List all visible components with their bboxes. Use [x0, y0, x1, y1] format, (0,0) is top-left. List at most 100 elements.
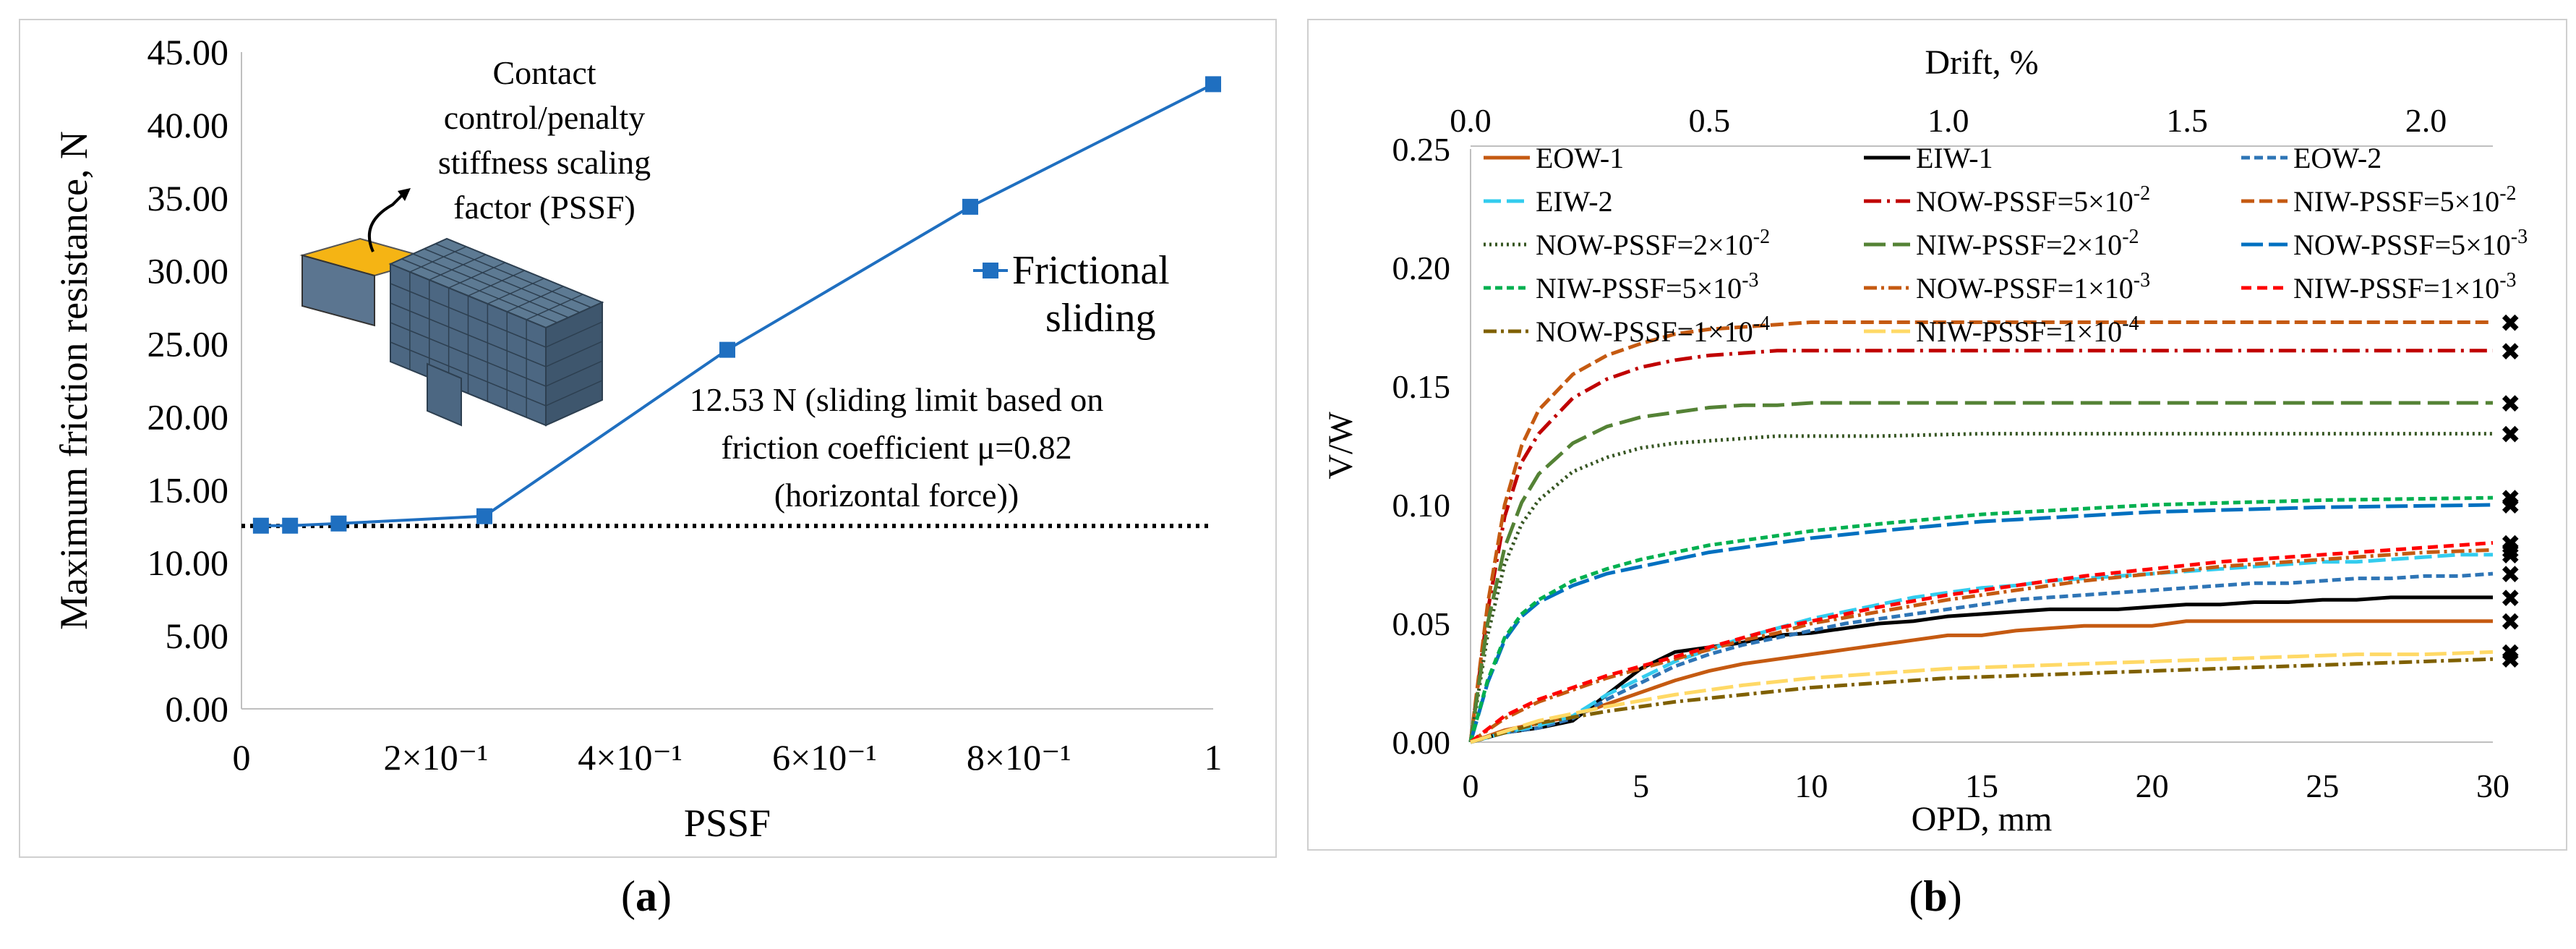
x2-axis-title: Drift, %: [1925, 43, 2038, 82]
legend-label: NOW-PSSF=5×10-2: [1916, 182, 2150, 218]
mesh-line: [545, 341, 603, 367]
legend-label-base: NOW-PSSF=1×10: [1916, 272, 2134, 305]
y-tick-label: 5.00: [166, 616, 229, 656]
legend-label: NIW-PSSF=5×10-3: [1536, 269, 1759, 305]
panel-b: 0.00 0.05 0.10 0.15 0.20 0.25 0 5 10 15 20 25 30 0.0 0…: [1307, 19, 2567, 851]
legend-label: NOW-PSSF=1×10-3: [1916, 269, 2150, 305]
x-tick-label: 10: [1794, 767, 1828, 804]
end-marker: ✖: [2500, 640, 2521, 667]
inset-block-illustration: [299, 237, 604, 427]
mesh-line: [409, 246, 467, 273]
inset-annotation-line: stiffness scaling: [438, 144, 651, 181]
legend-label: sliding: [1045, 296, 1155, 341]
x-tick-label: 30: [2476, 767, 2509, 804]
legend-label: EIW-2: [1536, 185, 1613, 218]
series-line: [1470, 595, 2493, 744]
chart-a: 0.00 5.00 10.00 15.00 20.00 25.00 30.00 35.00 40…: [52, 32, 1223, 845]
block-side-face: [545, 301, 603, 427]
legend-label-base: NIW-PSSF=1×10: [2293, 272, 2499, 305]
x-tick-label: 2×10⁻¹: [384, 737, 489, 778]
legend-label-base: NOW-PSSF=5×10: [1916, 185, 2134, 218]
legend-label: EIW-1: [1916, 142, 1993, 174]
end-marker: ✖: [2500, 531, 2521, 558]
series-line: [1468, 503, 2494, 743]
legend-label-exponent: -2: [1753, 226, 1770, 248]
series-line: [1470, 657, 2494, 744]
legend-label-exponent: -2: [2499, 182, 2516, 205]
y-axis-title: Maximum friction resistance, N: [52, 131, 95, 630]
end-marker: ✖: [2500, 543, 2521, 570]
caption-a: (a): [621, 872, 672, 920]
legend-label-base: EIW-2: [1536, 185, 1613, 218]
mesh-line: [487, 278, 544, 305]
series-line: [1468, 320, 2493, 743]
y-tick-label: 0.25: [1392, 131, 1451, 168]
x-tick-label: 4×10⁻¹: [578, 737, 682, 778]
legend-label-base: EIW-1: [1916, 142, 1993, 174]
x2-tick-label: 0.5: [1689, 102, 1731, 139]
annotation-arrow: [367, 192, 405, 252]
mesh-line: [401, 258, 557, 323]
legend-label: EOW-2: [2293, 142, 2382, 174]
sliding-limit-annotation-line: (horizontal force)): [774, 477, 1019, 514]
x-tick-label: 15: [1965, 767, 1998, 804]
legend-label: NOW-PSSF=5×10-3: [2293, 226, 2528, 261]
data-point: [282, 517, 299, 534]
legend-label-base: NOW-PSSF=1×10: [1536, 315, 1753, 348]
x-tick-label: 5: [1633, 767, 1649, 804]
legend-label-exponent: -4: [2122, 312, 2139, 335]
y-tick-label: 0.05: [1392, 605, 1451, 642]
y-tick-label: 0.10: [1392, 487, 1451, 524]
legend-label-base: NIW-PSSF=1×10: [1916, 315, 2122, 348]
inset-annotation-line: factor (PSSF): [453, 189, 636, 226]
x-tick-label: 0: [233, 737, 251, 778]
legend-label-base: NIW-PSSF=2×10: [1916, 229, 2122, 261]
y-tick-label: 30.00: [147, 251, 229, 291]
legend-label: Frictional: [1012, 248, 1170, 293]
data-point: [962, 198, 978, 215]
series-line: [1468, 401, 2493, 743]
x-tick-label: 6×10⁻¹: [772, 737, 877, 778]
legend-label: EOW-1: [1536, 142, 1624, 174]
legend-label-exponent: -4: [1753, 312, 1770, 335]
legend-label-base: EOW-1: [1536, 142, 1624, 174]
legend-label-base: NIW-PSSF=5×10: [1536, 272, 1742, 305]
mesh-line: [506, 286, 564, 312]
x-tick-label: 0: [1463, 767, 1479, 804]
data-point: [476, 508, 492, 524]
data-point: [719, 341, 735, 358]
inset-annotation-line: Contact: [492, 54, 596, 91]
mesh-line: [468, 270, 525, 297]
mesh-line: [545, 380, 603, 407]
mesh-line: [390, 341, 547, 407]
block-leg: [427, 362, 462, 427]
series-line: [1469, 548, 2494, 744]
y-tick-label: 25.00: [147, 324, 229, 365]
y-tick-label: 45.00: [147, 32, 229, 72]
data-point: [252, 517, 269, 534]
legend-label-exponent: -2: [2122, 226, 2139, 248]
legend-label: NIW-PSSF=1×10-4: [1916, 312, 2139, 348]
mesh-line: [545, 360, 603, 387]
legend-label-base: NOW-PSSF=5×10: [2293, 229, 2511, 261]
legend-marker: [983, 263, 998, 278]
series-line: [1468, 432, 2493, 743]
data-point: [330, 515, 347, 532]
x-axis-title: OPD, mm: [1912, 800, 2053, 838]
series-line: [1470, 571, 2494, 744]
end-marker: ✖: [2500, 586, 2521, 613]
end-marker: ✖: [2500, 610, 2521, 637]
end-marker: ✖: [2500, 538, 2521, 565]
mesh-line: [545, 321, 603, 348]
y-tick-label: 20.00: [147, 396, 229, 437]
legend-label-exponent: -3: [2134, 269, 2150, 291]
legend-label-base: EOW-2: [2293, 142, 2382, 174]
legend-label-base: NOW-PSSF=2×10: [1536, 229, 1753, 261]
y-tick-label: 0.00: [1392, 724, 1451, 761]
end-marker: ✖: [2500, 422, 2521, 449]
mesh-line: [435, 243, 591, 308]
legend-label-exponent: -3: [1742, 269, 1758, 291]
y-tick-label: 40.00: [147, 105, 229, 145]
x-tick-label: 25: [2306, 767, 2339, 804]
legend-label-exponent: -3: [2499, 269, 2516, 291]
